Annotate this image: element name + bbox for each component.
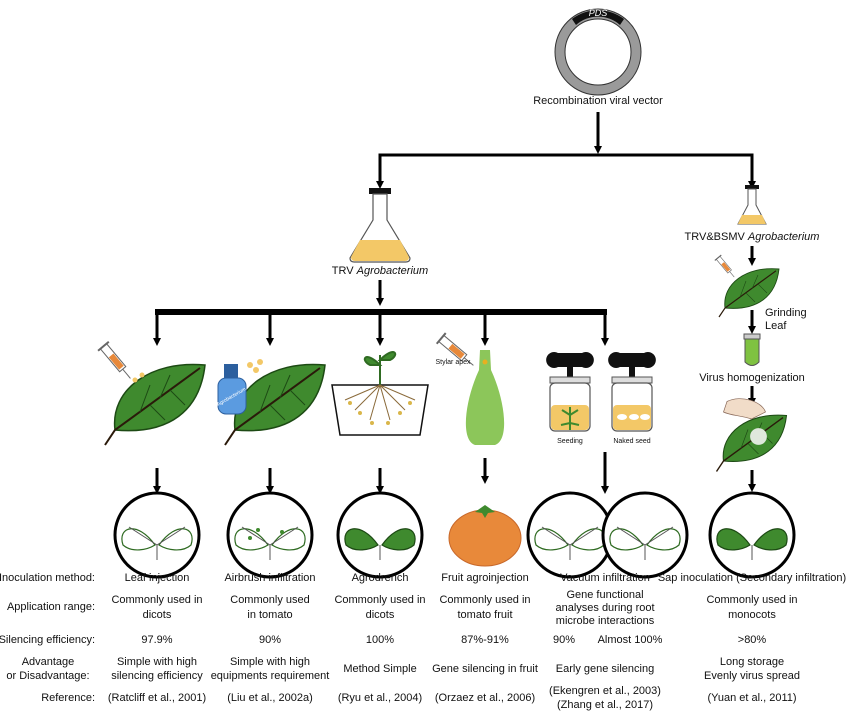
method-cell: Sap inoculation (Secondary infiltration) — [658, 572, 846, 584]
seeding-label: Seeding — [557, 438, 583, 445]
result-arrows — [153, 452, 609, 494]
reference-cell: (Liu et al., 2002a) — [227, 692, 313, 704]
advantage-cell: Method Simple — [343, 663, 416, 675]
method-cell: Airbrush infiltration — [224, 572, 315, 584]
result-agrodrench — [336, 491, 424, 579]
efficiency-cell: Almost 100% — [598, 634, 663, 646]
grinding-label: Grinding — [765, 307, 807, 319]
reference-cell: (Ekengren et al., 2003) — [549, 685, 661, 697]
homogenization-label: Virus homogenization — [699, 372, 805, 384]
advantage-cell: Long storage — [720, 656, 784, 668]
method-cell: Agrodrench — [352, 572, 409, 584]
stylar-apex-label: Stylar apex — [435, 359, 471, 366]
row-label-efficiency: Silencing efficiency: — [0, 634, 95, 646]
range-cell: Commonly used in — [706, 594, 797, 606]
range-cell: Commonly used in — [334, 594, 425, 606]
reference-cell: (Ratcliff et al., 2001) — [108, 692, 206, 704]
gene-label: PDS — [589, 8, 608, 18]
advantage-cell: Evenly virus spread — [704, 670, 800, 682]
result-leaf-injection — [113, 491, 201, 579]
row-label-reference: Reference: — [41, 692, 95, 704]
naked-seed-label: Naked seed — [613, 438, 650, 445]
vacuum-jars-illustration: Seeding Naked seed — [545, 351, 657, 445]
reference-cell: (Orzaez et al., 2006) — [435, 692, 535, 704]
small-flask-icon — [737, 185, 767, 225]
method-arrows — [153, 312, 609, 346]
result-tomato-icon — [448, 505, 522, 567]
range-cell: dicots — [143, 609, 172, 621]
range-cell: Commonly used in — [439, 594, 530, 606]
range-cell: in tomato — [247, 609, 292, 621]
efficiency-cell: 100% — [366, 634, 394, 646]
reference-cell: (Ryu et al., 2004) — [338, 692, 422, 704]
reference-cell: (Yuan et al., 2011) — [707, 692, 796, 704]
range-cell: tomato fruit — [457, 609, 512, 621]
reference-cell: (Zhang et al., 2017) — [557, 699, 653, 711]
test-tube-icon — [743, 333, 761, 366]
method-cell: Leaf injection — [125, 572, 190, 584]
method-cell: Fruit agroinjection — [441, 572, 528, 584]
row-label-method: Inoculation method: — [0, 572, 95, 584]
left-branch-label: TRV Agrobacterium — [332, 265, 428, 277]
result-sap-inoculation — [708, 491, 796, 579]
range-cell: Gene functional — [566, 589, 643, 601]
efficiency-cell: 90% — [553, 634, 575, 646]
comparison-table: Inoculation method: Application range: S… — [0, 572, 846, 711]
airbrush-illustration: Agrobacterium — [216, 359, 326, 446]
range-cell: Commonly used — [230, 594, 309, 606]
range-cell: monocots — [728, 609, 776, 621]
row-label-range: Application range: — [7, 601, 95, 613]
branch-arrows — [376, 112, 756, 189]
advantage-cell: Gene silencing in fruit — [432, 663, 538, 675]
advantage-cell: Simple with high — [230, 656, 310, 668]
result-airbrush — [226, 491, 314, 579]
right-branch-label: TRV&BSMV Agrobacterium — [685, 231, 820, 243]
advantage-cell: equipments requirement — [211, 670, 330, 682]
efficiency-cell: 97.9% — [141, 634, 172, 646]
efficiency-cell: 87%-91% — [461, 634, 509, 646]
result-vacuum-naked-seed — [601, 491, 689, 579]
vector-label: Recombination viral vector — [533, 95, 663, 107]
range-cell: dicots — [366, 609, 395, 621]
fruit-agroinjection-illustration: Stylar apex — [435, 332, 505, 445]
method-cell: Vacuum infiltration — [560, 572, 650, 584]
flask-icon — [349, 188, 411, 263]
row-label-advantage: Advantage — [22, 656, 75, 668]
range-cell: microbe interactions — [556, 615, 655, 627]
advantage-cell: Simple with high — [117, 656, 197, 668]
efficiency-cell: >80% — [738, 634, 767, 646]
row-label-disadvantage: or Disadvantage: — [6, 670, 89, 682]
range-cell: analyses during root — [555, 602, 654, 614]
plasmid-vector-icon: PDS — [554, 8, 642, 96]
efficiency-cell: 90% — [259, 634, 281, 646]
advantage-cell: Early gene silencing — [556, 663, 654, 675]
advantage-cell: silencing efficiency — [111, 670, 203, 682]
leaf-label: Leaf — [765, 320, 787, 332]
leaf-injection-illustration — [97, 340, 206, 446]
agrodrench-illustration — [331, 351, 429, 436]
result-vacuum-seeding — [526, 491, 614, 579]
range-cell: Commonly used in — [111, 594, 202, 606]
sap-inoculation-illustration — [715, 398, 788, 473]
